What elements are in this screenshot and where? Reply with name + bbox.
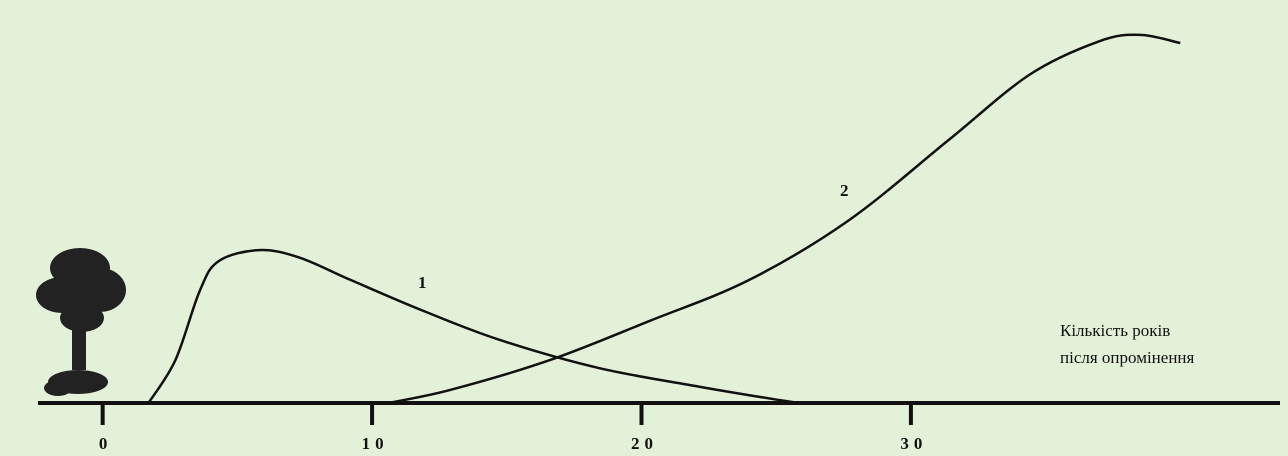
tree-icon: [36, 248, 126, 396]
x-tick-label: 30: [900, 434, 927, 453]
line-series: [147, 248, 801, 405]
x-tick-label: 0: [99, 434, 113, 453]
line-series: [387, 33, 1181, 405]
x-tick-label: 10: [362, 434, 389, 453]
x-tick-label: 20: [631, 434, 658, 453]
series-label: 1: [418, 273, 427, 292]
series-label: 2: [840, 181, 849, 200]
x-axis-label: після опромінення: [1060, 348, 1195, 367]
x-axis-label: Кількість років: [1060, 321, 1170, 340]
